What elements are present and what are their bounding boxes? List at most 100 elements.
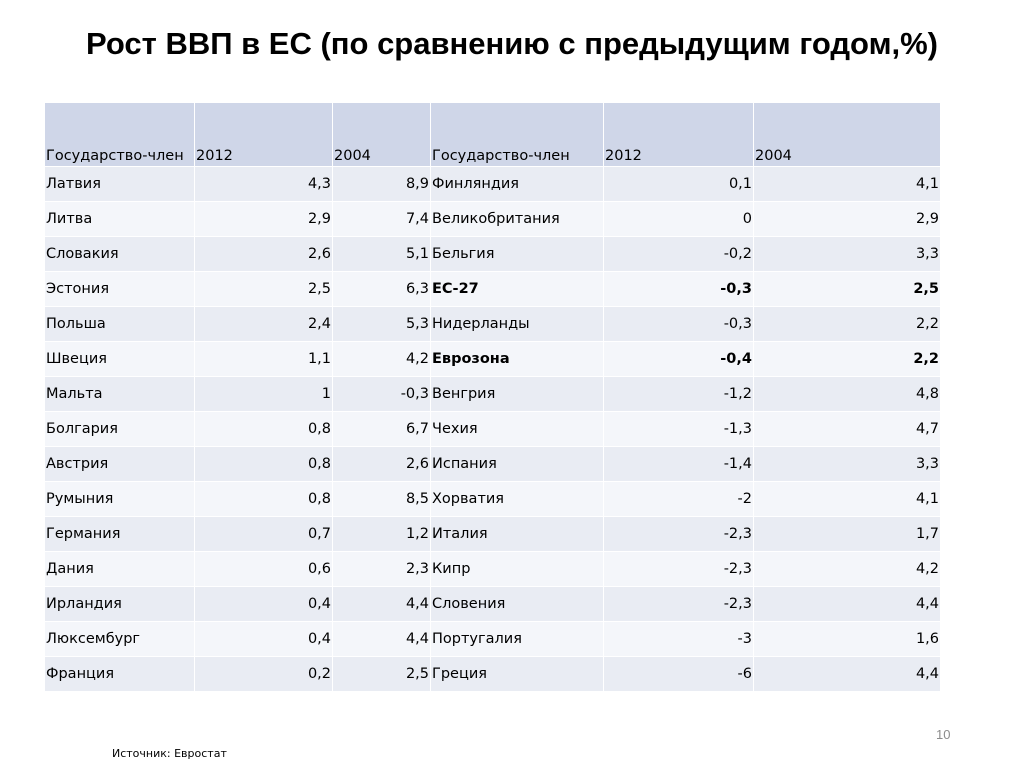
value-2004-right: 1,6: [753, 621, 941, 657]
country-name-left: Румыния: [44, 481, 195, 517]
value-2004-left: 4,4: [332, 621, 431, 657]
country-name-left: Латвия: [44, 166, 195, 202]
country-name-left: Польша: [44, 306, 195, 342]
value-2012-right: -0,3: [603, 271, 754, 307]
value-2012-left: 0,8: [194, 481, 333, 517]
table-row: Мальта 1 -0,3 Венгрия -1,2 4,8: [44, 376, 941, 412]
header-2004-right: 2004: [753, 102, 941, 167]
value-2004-right: 2,2: [753, 341, 941, 377]
value-2004-right: 4,1: [753, 166, 941, 202]
table-row: Австрия 0,8 2,6 Испания -1,4 3,3: [44, 446, 941, 482]
value-2004-left: 4,4: [332, 586, 431, 622]
table-row: Румыния 0,8 8,5 Хорватия -2 4,1: [44, 481, 941, 517]
value-2012-left: 0,4: [194, 621, 333, 657]
value-2004-right: 4,8: [753, 376, 941, 412]
header-member-state-left: Государство-член: [44, 102, 195, 167]
country-name-right: Испания: [430, 446, 604, 482]
value-2012-right: -2,3: [603, 551, 754, 587]
table-row: Люксембург 0,4 4,4 Португалия -3 1,6: [44, 621, 941, 657]
value-2004-left: 1,2: [332, 516, 431, 552]
value-2012-left: 0,8: [194, 446, 333, 482]
value-2012-left: 1: [194, 376, 333, 412]
value-2012-left: 0,2: [194, 656, 333, 692]
table-row: Эстония 2,5 6,3 ЕС-27 -0,3 2,5: [44, 271, 941, 307]
value-2004-left: 2,6: [332, 446, 431, 482]
value-2004-right: 4,4: [753, 656, 941, 692]
country-name-right: ЕС-27: [430, 271, 604, 307]
value-2012-left: 2,9: [194, 201, 333, 237]
country-name-right: Венгрия: [430, 376, 604, 412]
value-2012-right: -3: [603, 621, 754, 657]
country-name-right: Словения: [430, 586, 604, 622]
value-2004-right: 1,7: [753, 516, 941, 552]
slide-title: Рост ВВП в ЕС (по сравнению с предыдущим…: [85, 26, 938, 61]
value-2012-right: -0,2: [603, 236, 754, 272]
table-body: Латвия 4,3 8,9 Финляндия 0,1 4,1 Литва 2,9 7,4 Ве…: [44, 166, 941, 692]
country-name-right: Италия: [430, 516, 604, 552]
value-2004-left: 2,5: [332, 656, 431, 692]
value-2004-left: 5,3: [332, 306, 431, 342]
value-2012-right: -1,3: [603, 411, 754, 447]
value-2004-right: 2,5: [753, 271, 941, 307]
value-2012-left: 2,4: [194, 306, 333, 342]
country-name-left: Швеция: [44, 341, 195, 377]
value-2012-left: 4,3: [194, 166, 333, 202]
table-row: Латвия 4,3 8,9 Финляндия 0,1 4,1: [44, 166, 941, 202]
country-name-right: Еврозона: [430, 341, 604, 377]
value-2012-left: 2,5: [194, 271, 333, 307]
value-2012-left: 2,6: [194, 236, 333, 272]
page-number: 10: [936, 727, 951, 742]
table-row: Болгария 0,8 6,7 Чехия -1,3 4,7: [44, 411, 941, 447]
value-2004-left: 8,9: [332, 166, 431, 202]
value-2012-right: -2: [603, 481, 754, 517]
value-2012-right: -2,3: [603, 586, 754, 622]
country-name-right: Великобритания: [430, 201, 604, 237]
value-2004-right: 4,4: [753, 586, 941, 622]
country-name-left: Германия: [44, 516, 195, 552]
value-2012-left: 0,8: [194, 411, 333, 447]
table-row: Германия 0,7 1,2 Италия -2,3 1,7: [44, 516, 941, 552]
value-2004-right: 4,1: [753, 481, 941, 517]
value-2004-right: 4,7: [753, 411, 941, 447]
country-name-right: Греция: [430, 656, 604, 692]
country-name-left: Мальта: [44, 376, 195, 412]
table-row: Швеция 1,1 4,2 Еврозона -0,4 2,2: [44, 341, 941, 377]
value-2012-right: -1,4: [603, 446, 754, 482]
country-name-left: Эстония: [44, 271, 195, 307]
table-row: Словакия 2,6 5,1 Бельгия -0,2 3,3: [44, 236, 941, 272]
value-2004-left: 4,2: [332, 341, 431, 377]
value-2004-right: 3,3: [753, 446, 941, 482]
header-2004-left: 2004: [332, 102, 431, 167]
value-2012-right: -0,3: [603, 306, 754, 342]
table-row: Франция 0,2 2,5 Греция -6 4,4: [44, 656, 941, 692]
value-2012-right: -1,2: [603, 376, 754, 412]
header-2012-left: 2012: [194, 102, 333, 167]
value-2004-left: -0,3: [332, 376, 431, 412]
country-name-left: Болгария: [44, 411, 195, 447]
value-2004-right: 4,2: [753, 551, 941, 587]
table-header-row: Государство-член 2012 2004 Государство-ч…: [44, 102, 941, 167]
value-2012-right: -6: [603, 656, 754, 692]
country-name-left: Ирландия: [44, 586, 195, 622]
country-name-left: Словакия: [44, 236, 195, 272]
value-2012-right: -2,3: [603, 516, 754, 552]
table-row: Польша 2,4 5,3 Нидерланды -0,3 2,2: [44, 306, 941, 342]
value-2012-right: 0: [603, 201, 754, 237]
value-2004-left: 8,5: [332, 481, 431, 517]
value-2012-left: 0,7: [194, 516, 333, 552]
country-name-left: Австрия: [44, 446, 195, 482]
value-2012-left: 1,1: [194, 341, 333, 377]
country-name-left: Литва: [44, 201, 195, 237]
country-name-left: Люксембург: [44, 621, 195, 657]
country-name-right: Бельгия: [430, 236, 604, 272]
country-name-right: Чехия: [430, 411, 604, 447]
value-2004-right: 3,3: [753, 236, 941, 272]
country-name-left: Дания: [44, 551, 195, 587]
value-2004-right: 2,9: [753, 201, 941, 237]
value-2012-right: 0,1: [603, 166, 754, 202]
gdp-growth-table: Государство-член 2012 2004 Государство-ч…: [44, 102, 941, 692]
value-2012-right: -0,4: [603, 341, 754, 377]
header-2012-right: 2012: [603, 102, 754, 167]
value-2004-left: 5,1: [332, 236, 431, 272]
value-2004-left: 2,3: [332, 551, 431, 587]
